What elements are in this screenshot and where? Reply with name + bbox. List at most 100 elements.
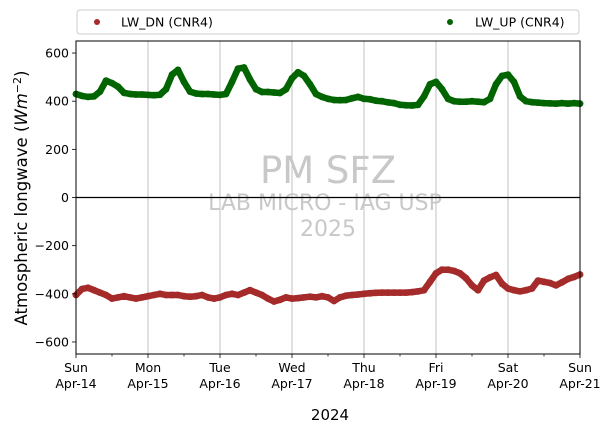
data-point: [420, 286, 428, 294]
data-point: [516, 288, 524, 295]
data-point: [402, 289, 410, 296]
data-point: [294, 68, 302, 76]
data-point: [414, 101, 422, 109]
data-point: [570, 99, 578, 107]
data-point: [222, 90, 230, 98]
x-tick-label-day: Wed: [278, 360, 305, 375]
data-point: [498, 280, 506, 288]
x-tick-label-day: Thu: [351, 360, 375, 375]
data-point: [180, 292, 188, 300]
data-point: [504, 71, 512, 79]
data-point: [294, 294, 302, 302]
data-point: [276, 89, 284, 97]
data-point: [114, 83, 122, 91]
data-point: [258, 88, 266, 96]
y-tick-label: 400: [45, 94, 69, 109]
data-point: [186, 88, 194, 95]
x-tick-label-date: Apr-19: [415, 376, 456, 391]
data-point: [390, 99, 398, 107]
data-point: [510, 286, 518, 294]
data-point: [492, 271, 500, 279]
legend-label-lw-up: LW_UP (CNR4): [475, 15, 565, 30]
data-point: [468, 282, 476, 289]
data-point: [192, 292, 200, 300]
y-tick-label: 600: [45, 46, 69, 61]
data-point: [132, 91, 140, 98]
data-point: [372, 289, 380, 297]
data-point: [156, 91, 164, 99]
data-point: [570, 273, 578, 281]
data-point: [84, 93, 92, 101]
data-point: [330, 297, 338, 305]
data-point: [198, 90, 206, 98]
data-point: [174, 66, 182, 74]
data-point: [336, 294, 344, 301]
data-point: [168, 71, 176, 79]
data-point: [426, 80, 434, 88]
data-point: [432, 78, 440, 86]
data-point: [492, 80, 500, 88]
x-tick-label-date: Apr-18: [343, 376, 384, 391]
y-tick-label: 200: [45, 142, 69, 157]
data-point: [282, 294, 290, 301]
series-lw-dn: [72, 266, 584, 305]
data-point: [246, 76, 254, 83]
data-point: [480, 98, 488, 106]
data-point: [504, 285, 512, 292]
data-point: [270, 298, 278, 305]
legend-frame: [76, 9, 580, 35]
legend-marker-lw-up: [447, 19, 453, 25]
data-point: [546, 100, 554, 107]
watermark-line-2: LAB MICRO - IAG USP: [208, 191, 442, 216]
data-point: [84, 284, 92, 292]
data-point: [342, 96, 350, 104]
data-point: [420, 93, 428, 100]
data-point: [162, 291, 170, 299]
data-point: [108, 79, 116, 87]
data-point: [342, 292, 350, 300]
data-point: [558, 278, 566, 286]
data-point: [486, 274, 494, 281]
y-axis-label-unit: Wm: [12, 93, 31, 125]
data-point: [144, 91, 152, 99]
watermark-line-1: PM SFZ: [260, 149, 396, 192]
y-tick-label: −200: [35, 238, 69, 253]
x-tick-label-date: Apr-20: [487, 376, 528, 391]
data-point: [408, 288, 416, 296]
x-tick-label-day: Mon: [135, 360, 161, 375]
data-point: [444, 266, 452, 274]
data-point: [216, 294, 224, 301]
data-point: [264, 295, 272, 302]
data-point: [102, 77, 110, 85]
y-axis-label-main: Atmospheric longwave (: [12, 126, 31, 326]
x-tick-label-day: Sun: [568, 360, 592, 375]
data-point: [450, 97, 458, 105]
data-point: [282, 85, 290, 93]
data-point: [522, 97, 530, 105]
data-point: [426, 278, 434, 286]
data-point: [132, 295, 140, 302]
data-point: [150, 91, 158, 99]
data-point: [108, 295, 116, 302]
series-lw-up: [72, 64, 584, 109]
data-point: [240, 289, 248, 296]
data-point: [90, 93, 98, 100]
data-point: [534, 277, 542, 284]
data-point: [138, 294, 146, 301]
legend-marker-lw-dn: [94, 19, 100, 25]
data-point: [564, 100, 572, 107]
x-tick-label-day: Tue: [208, 360, 231, 375]
data-point: [180, 78, 188, 86]
data-point: [306, 293, 314, 301]
data-point: [252, 289, 260, 296]
data-point: [384, 99, 392, 106]
data-point: [402, 101, 410, 109]
data-point: [390, 289, 398, 296]
data-point: [516, 93, 524, 100]
data-point: [432, 269, 440, 277]
y-tick-label: 0: [61, 190, 69, 205]
data-point: [120, 292, 128, 300]
data-point: [564, 275, 572, 283]
